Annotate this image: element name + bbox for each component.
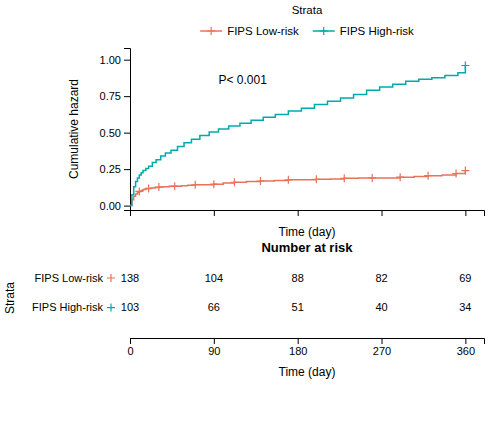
risk-count: 104 <box>205 272 223 284</box>
x-tick-mark <box>214 338 215 344</box>
table-x-axis-title: Time (day) <box>279 365 336 379</box>
x-tick-mark <box>298 338 299 344</box>
row-label: FIPS High-risk <box>32 301 103 313</box>
x-tick <box>214 210 215 216</box>
censor-mark <box>461 62 469 70</box>
legend-marker <box>320 27 328 35</box>
censor-mark <box>461 167 469 175</box>
x-tick-mark <box>298 210 299 216</box>
censor-mark <box>396 173 404 181</box>
x-tick <box>298 210 299 216</box>
x-tick: 90 <box>208 338 220 357</box>
x-tick-label: 270 <box>373 345 391 357</box>
y-tick-label: 0.00 <box>100 200 121 212</box>
y-axis: 0.00 0.25 0.50 0.75 1.00 <box>100 49 131 212</box>
legend-entry: FIPS Low-risk <box>200 25 299 37</box>
x-axis-line <box>131 211 485 217</box>
risk-count: 88 <box>292 272 304 284</box>
censor-mark <box>230 178 238 186</box>
censor-mark <box>284 176 292 184</box>
x-axis-title: Time (day) <box>279 225 336 239</box>
censor-mark <box>171 182 179 190</box>
y-tick-mark <box>124 96 130 97</box>
censor-mark <box>256 177 264 185</box>
x-tick-label: 0 <box>127 345 133 357</box>
legend-title: Strata <box>292 4 323 16</box>
x-tick: 270 <box>373 338 391 357</box>
row-label: FIPS Low-risk <box>35 272 104 284</box>
y-tick: 0.25 <box>100 163 130 175</box>
x-tick-mark <box>465 338 466 344</box>
x-tick: 360 <box>457 338 475 357</box>
row-marker <box>107 304 115 312</box>
y-tick-mark <box>124 169 130 170</box>
censor-mark <box>340 174 348 182</box>
censor-mark <box>368 174 376 182</box>
x-tick: 180 <box>289 338 307 357</box>
x-tick-mark <box>130 338 131 344</box>
censor-mark <box>452 170 460 178</box>
censor-mark <box>145 184 153 192</box>
y-tick: 1.00 <box>100 54 130 66</box>
y-tick: 0.75 <box>100 90 130 102</box>
x-tick <box>382 210 383 216</box>
risk-table: FIPS Low-risk 138 104 88 82 69 FIPS High-risk 1… <box>32 272 471 314</box>
y-tick-mark <box>124 60 130 61</box>
risk-count: 69 <box>459 272 471 284</box>
table-y-axis-title: Strata <box>3 282 17 314</box>
table-x-axis: 0 90 180 270 360 <box>127 338 484 357</box>
x-tick-mark <box>382 338 383 344</box>
censor-mark <box>135 187 143 195</box>
plot-area <box>130 62 469 206</box>
x-tick <box>465 210 466 216</box>
step-line <box>130 66 465 206</box>
censor-mark <box>191 181 199 189</box>
x-tick-label: 360 <box>457 345 475 357</box>
x-tick-mark <box>214 210 215 216</box>
x-tick: 0 <box>127 338 133 357</box>
chart-svg: 0.00 0.25 0.50 0.75 1.00 P< 0.001 Cumulative h… <box>0 0 500 426</box>
step-line <box>130 171 465 206</box>
legend-marker <box>207 27 215 35</box>
x-tick-label: 180 <box>289 345 307 357</box>
annotation: P< 0.001 <box>219 73 268 87</box>
risk-count: 51 <box>292 301 304 313</box>
y-tick-label: 0.50 <box>100 127 121 139</box>
censor-mark <box>424 172 432 180</box>
censor-mark <box>155 183 163 191</box>
legend-label: FIPS Low-risk <box>227 25 299 37</box>
censor-mark <box>210 180 218 188</box>
risk-count: 34 <box>459 301 471 313</box>
risk-count: 40 <box>375 301 387 313</box>
legend: Strata FIPS Low-risk FIPS High-risk <box>200 4 414 37</box>
y-axis-line <box>124 49 131 211</box>
y-tick: 0.00 <box>100 200 130 212</box>
censor-mark <box>312 175 320 183</box>
x-tick-label: 90 <box>208 345 220 357</box>
row-marker <box>107 274 115 282</box>
risk-count: 66 <box>208 301 220 313</box>
y-tick-label: 0.25 <box>100 163 121 175</box>
y-axis-title: Cumulative hazard <box>67 79 81 179</box>
y-tick: 0.50 <box>100 127 130 139</box>
y-tick-mark <box>124 133 130 134</box>
y-tick-label: 0.75 <box>100 90 121 102</box>
risk-count: 138 <box>121 272 139 284</box>
x-tick-mark <box>382 210 383 216</box>
y-tick-label: 1.00 <box>100 54 121 66</box>
x-tick <box>130 210 131 216</box>
table-title: Number at risk <box>261 240 353 255</box>
risk-count: 103 <box>121 301 139 313</box>
x-tick-mark <box>130 210 131 216</box>
legend-label: FIPS High-risk <box>340 25 414 37</box>
x-tick-mark <box>465 210 466 216</box>
y-tick-mark <box>124 206 130 207</box>
table-x-axis-line <box>131 339 485 345</box>
risk-count: 82 <box>375 272 387 284</box>
x-axis <box>131 210 485 216</box>
legend-entry: FIPS High-risk <box>313 25 414 37</box>
chart-container: 0.00 0.25 0.50 0.75 1.00 P< 0.001 Cumulative h… <box>0 0 500 426</box>
